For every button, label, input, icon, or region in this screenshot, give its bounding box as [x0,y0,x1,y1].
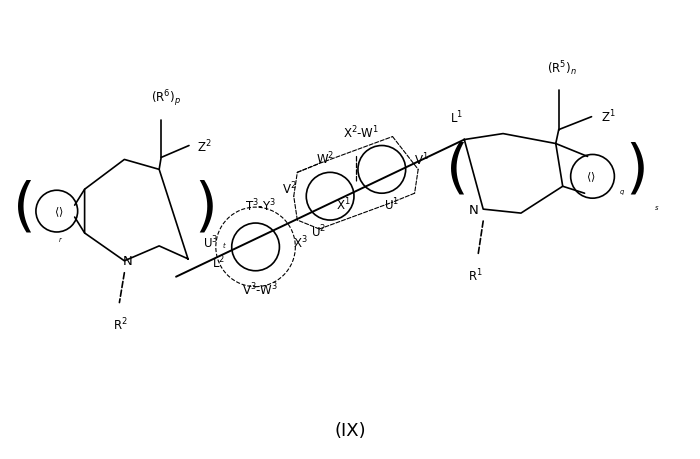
Text: V$^3$-W$^3$: V$^3$-W$^3$ [242,281,279,297]
Text: X$^3$: X$^3$ [293,234,308,251]
Text: (IX): (IX) [334,421,366,439]
Text: (R$^5$)$_n$: (R$^5$)$_n$ [547,59,577,78]
Text: X$^1$: X$^1$ [336,196,351,213]
Text: R$^1$: R$^1$ [468,267,482,284]
Text: $\langle\rangle$: $\langle\rangle$ [586,170,596,184]
Text: L$^1$: L$^1$ [450,110,463,126]
Text: $\langle\rangle$: $\langle\rangle$ [54,205,64,218]
Text: ): ) [625,141,648,198]
Text: R$^2$: R$^2$ [113,316,128,332]
Text: $_s$: $_s$ [654,203,659,213]
Text: V$^2$: V$^2$ [281,180,296,197]
Text: Z$^2$: Z$^2$ [197,138,211,155]
Text: U$^2$: U$^2$ [311,223,326,240]
Text: ): ) [195,179,217,236]
Text: (: ( [446,141,469,198]
Text: $_r$: $_r$ [58,235,64,244]
Text: U$^1$: U$^1$ [384,196,399,213]
Text: T$^3$-Y$^3$: T$^3$-Y$^3$ [245,197,276,214]
Text: V$^1$: V$^1$ [414,152,428,168]
Text: W$^2$: W$^2$ [316,151,334,168]
Text: (R$^6$)$_p$: (R$^6$)$_p$ [151,88,181,108]
Text: N: N [468,203,478,216]
Text: N: N [122,255,132,268]
Text: L$^2$: L$^2$ [212,254,225,270]
Text: Z$^1$: Z$^1$ [601,108,616,125]
Text: U$^3$: U$^3$ [202,234,218,251]
Text: X$^2$-W$^1$: X$^2$-W$^1$ [343,124,379,140]
Text: $_t$: $_t$ [222,241,227,250]
Text: $_q$: $_q$ [620,187,626,197]
Text: (: ( [13,179,36,236]
